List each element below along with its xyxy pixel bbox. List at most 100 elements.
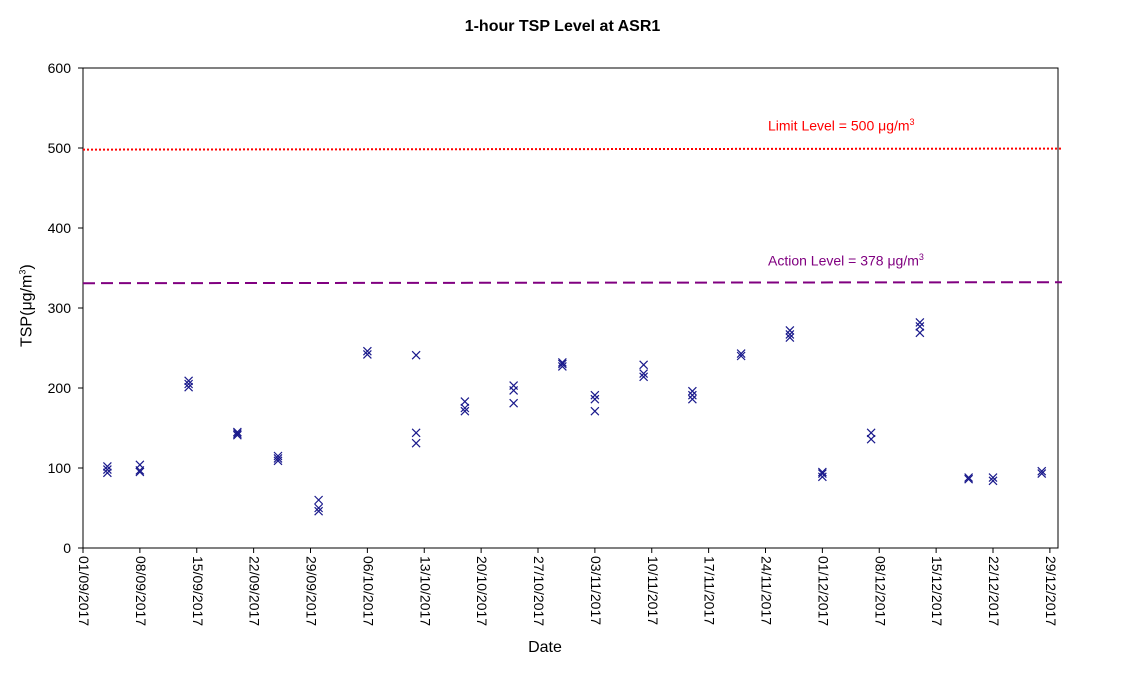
data-point xyxy=(460,406,470,416)
x-tick-label: 03/11/2017 xyxy=(588,556,604,625)
y-tick-label: 500 xyxy=(48,140,72,156)
data-point xyxy=(135,467,145,477)
y-tick-label: 0 xyxy=(63,540,71,556)
data-point xyxy=(817,469,827,479)
data-point xyxy=(785,325,795,335)
data-point xyxy=(590,406,600,416)
x-tick-label: 15/09/2017 xyxy=(190,556,206,626)
limit-level-label-sup: 3 xyxy=(909,117,915,127)
data-point xyxy=(1037,469,1047,479)
data-point xyxy=(102,468,112,478)
action-level-label-text: Action Level = 378 xyxy=(768,252,888,269)
data-point xyxy=(509,385,519,395)
data-point xyxy=(817,472,827,482)
limit-level-label-unit: μg/m xyxy=(878,117,910,134)
data-point xyxy=(687,390,697,400)
y-axis-label-unit: μg/m xyxy=(18,274,36,311)
data-point xyxy=(590,394,600,404)
data-point xyxy=(687,386,697,396)
data-point xyxy=(460,403,470,413)
x-tick-label: 22/12/2017 xyxy=(986,556,1002,626)
data-point xyxy=(590,390,600,400)
x-tick-label: 22/09/2017 xyxy=(247,556,263,626)
data-point xyxy=(639,372,649,382)
x-tick-label: 13/10/2017 xyxy=(417,556,433,626)
data-point xyxy=(232,430,242,440)
x-tick-label: 06/10/2017 xyxy=(360,556,376,626)
x-tick-label: 08/12/2017 xyxy=(872,556,888,626)
x-tick-label: 10/11/2017 xyxy=(645,556,661,625)
data-point xyxy=(639,369,649,379)
action-level-label-unit: μg/m xyxy=(887,252,919,269)
data-point xyxy=(557,357,567,367)
data-point xyxy=(1037,466,1047,476)
data-point xyxy=(232,427,242,437)
y-axis-label-suffix: ) xyxy=(18,264,36,270)
x-tick-label: 01/09/2017 xyxy=(76,556,92,626)
data-point xyxy=(184,376,194,386)
data-point xyxy=(273,453,283,463)
x-tick-label: 08/09/2017 xyxy=(133,556,149,626)
x-tick-label: 27/10/2017 xyxy=(531,556,547,626)
data-point xyxy=(411,438,421,448)
data-point xyxy=(135,465,145,475)
x-tick-label: 15/12/2017 xyxy=(929,556,945,626)
action-level-label: Action Level = 378 μg/m3 xyxy=(768,252,924,269)
data-point xyxy=(102,461,112,471)
y-tick-label: 300 xyxy=(48,300,72,316)
action-level-label-sup: 3 xyxy=(918,252,924,262)
y-tick-label: 600 xyxy=(48,60,72,76)
data-point xyxy=(964,474,974,484)
reference-lines xyxy=(82,147,1063,285)
x-tick-label: 29/09/2017 xyxy=(304,556,320,626)
data-point xyxy=(314,503,324,513)
data-point xyxy=(915,321,925,331)
data-point xyxy=(557,361,567,371)
limit-level-label: Limit Level = 500 μg/m3 xyxy=(768,117,915,134)
data-point xyxy=(273,456,283,466)
data-point xyxy=(460,397,470,407)
x-tick-label: 01/12/2017 xyxy=(815,556,831,626)
data-point xyxy=(411,350,421,360)
y-axis-label: TSP(μg/m3) xyxy=(17,251,36,361)
data-point xyxy=(362,349,372,359)
x-tick-label: 24/11/2017 xyxy=(759,556,775,625)
data-point xyxy=(736,349,746,359)
data-point xyxy=(785,333,795,343)
data-point xyxy=(964,473,974,483)
data-point xyxy=(184,379,194,389)
data-point xyxy=(184,382,194,392)
data-point xyxy=(411,428,421,438)
data-point xyxy=(915,317,925,327)
x-axis: 01/09/2017 08/09/2017 15/09/2017 22/09/2017… xyxy=(76,548,1059,626)
data-points xyxy=(102,317,1047,516)
plot-area xyxy=(82,67,1059,549)
chart-title: 1-hour TSP Level at ASR1 xyxy=(464,18,661,35)
action-level-line xyxy=(82,281,1063,285)
data-point xyxy=(314,506,324,516)
y-axis: 0 100 200 300 400 500 600 xyxy=(48,60,83,556)
x-tick-label: 29/12/2017 xyxy=(1043,556,1059,626)
data-point xyxy=(232,429,242,439)
y-axis-label-prefix: TSP( xyxy=(18,310,36,348)
y-axis-label-sup: 3 xyxy=(17,269,28,275)
x-axis-label: Date xyxy=(528,639,562,656)
y-tick-label: 100 xyxy=(48,460,72,476)
data-point xyxy=(988,473,998,483)
x-tick-label: 20/10/2017 xyxy=(474,556,490,626)
data-point xyxy=(509,398,519,408)
y-tick-label: 400 xyxy=(48,220,72,236)
y-tick-label: 200 xyxy=(48,380,72,396)
data-point xyxy=(362,346,372,356)
data-point xyxy=(988,476,998,486)
data-point xyxy=(915,328,925,338)
data-point xyxy=(866,428,876,438)
data-point xyxy=(314,495,324,505)
limit-level-line xyxy=(82,147,1063,151)
limit-level-label-text: Limit Level = 500 xyxy=(768,117,879,134)
data-point xyxy=(785,329,795,339)
data-point xyxy=(639,360,649,370)
data-point xyxy=(557,359,567,369)
data-point xyxy=(687,394,697,404)
